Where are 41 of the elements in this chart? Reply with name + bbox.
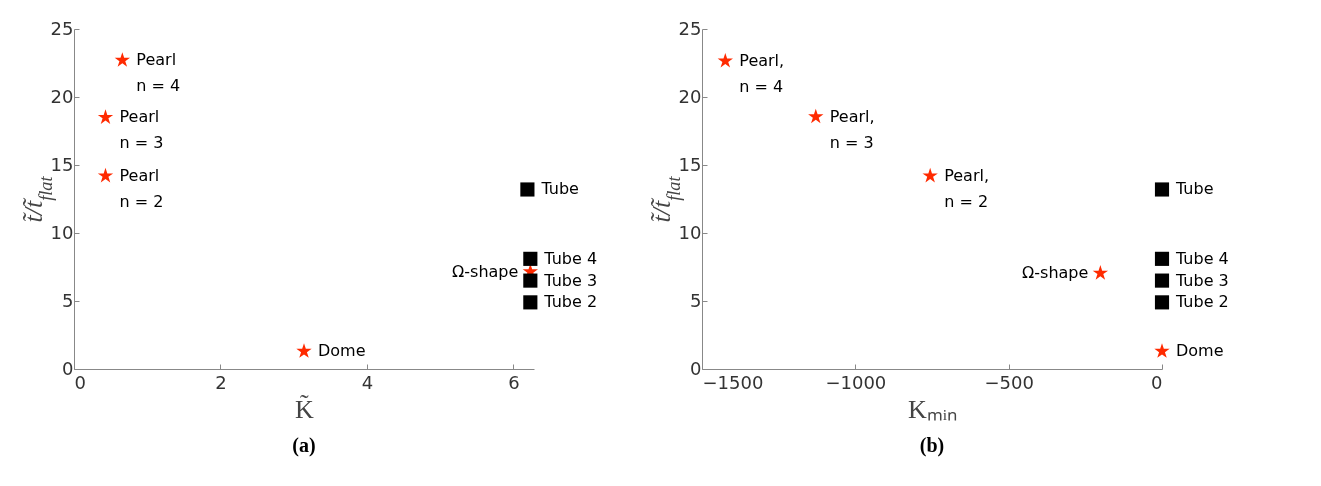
x-tick-label: 0 <box>1151 371 1163 393</box>
y-tick-label: 10 <box>50 221 74 243</box>
annotation: Pearl, n = 3 <box>829 106 875 152</box>
annotation: Tube 3 <box>1175 270 1229 290</box>
annotation: Pearl, n = 2 <box>944 165 989 211</box>
y-tick-label: 20 <box>678 85 702 107</box>
x-tick-label: −500 <box>984 371 1034 393</box>
text: (b) <box>919 434 945 457</box>
y-tick-label: 10 <box>678 221 702 243</box>
y-tick-label: 0 <box>690 357 702 379</box>
annotation: Pearl n = 4 <box>136 50 181 96</box>
y-tick-label: 25 <box>50 17 74 39</box>
annotation: Dome <box>318 341 366 361</box>
x-tick-label: 6 <box>508 371 520 393</box>
annotation: Ω-shape <box>1022 263 1089 283</box>
x-tick-label: 4 <box>361 371 374 393</box>
text: (a) <box>292 434 316 457</box>
y-tick-label: 15 <box>50 153 74 175</box>
x-tick-label: −1500 <box>702 371 764 393</box>
annotation: Pearl, n = 4 <box>739 50 785 96</box>
annotation: Pearl n = 3 <box>119 107 164 153</box>
annotation: Tube 4 <box>543 248 598 268</box>
annotation: Tube <box>540 179 579 199</box>
annotation: Tube 4 <box>1175 248 1229 268</box>
annotation: Tube 3 <box>543 270 598 290</box>
annotation: Tube 2 <box>543 292 598 312</box>
annotation: Tube 2 <box>1175 292 1229 312</box>
annotation: Tube <box>1175 179 1214 199</box>
x-tick-label: −1000 <box>825 371 887 393</box>
y-tick-label: 15 <box>678 153 702 175</box>
y-tick-label: 25 <box>678 17 702 39</box>
annotation: Pearl n = 2 <box>119 165 164 211</box>
y-tick-label: 5 <box>690 289 702 311</box>
x-axis-title: K̃ <box>295 394 315 424</box>
y-tick-label: 5 <box>62 289 74 311</box>
annotation: Dome <box>1176 341 1224 361</box>
y-tick-label: 20 <box>50 85 74 107</box>
x-tick-label: 2 <box>215 371 227 393</box>
y-tick-label: 0 <box>62 357 74 379</box>
x-axis-title: Kₘᵢₙ <box>907 394 958 424</box>
annotation: Ω-shape <box>452 261 519 281</box>
